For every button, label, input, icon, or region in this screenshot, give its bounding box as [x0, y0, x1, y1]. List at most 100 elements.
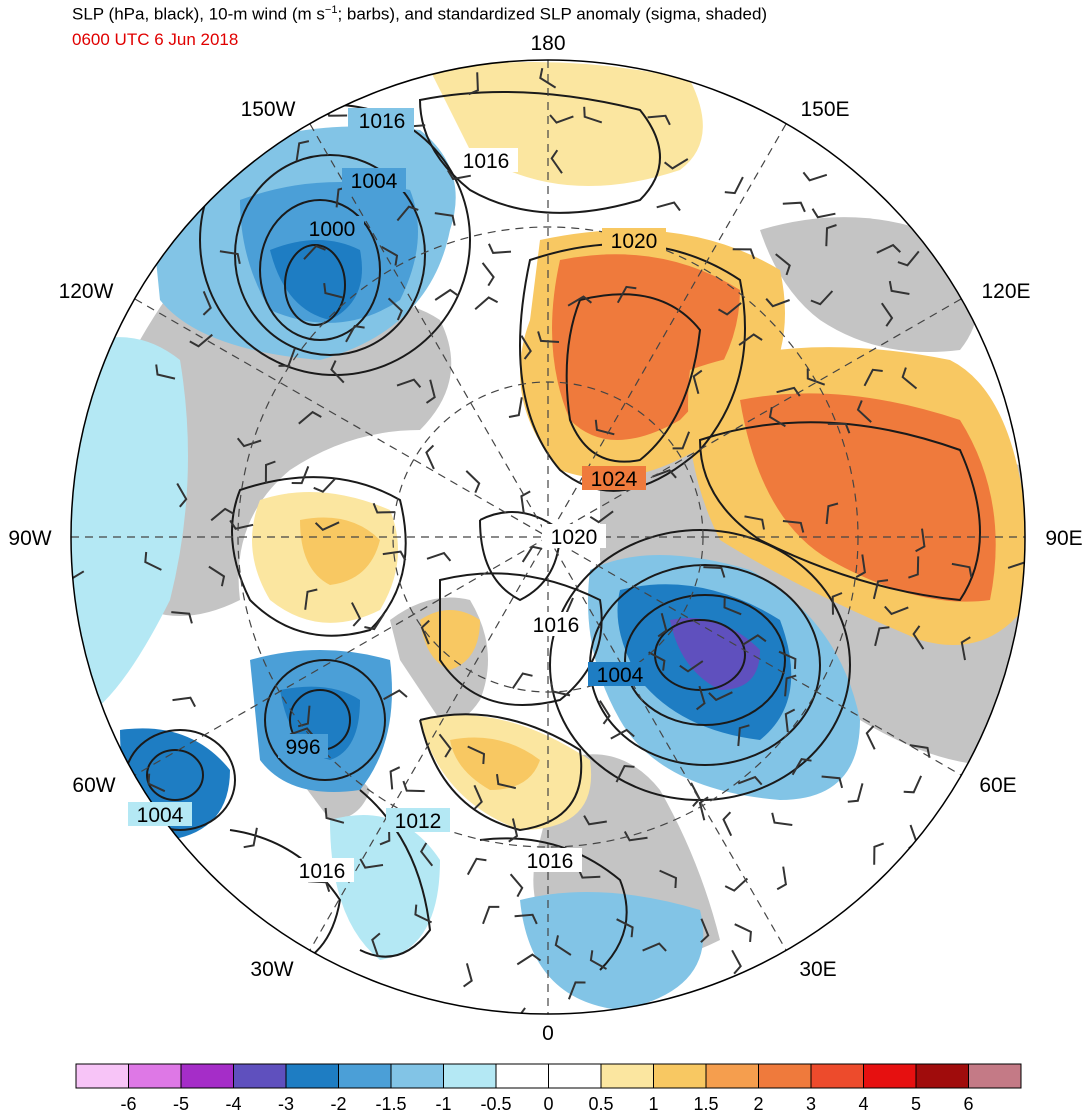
- colorbar-tick-label: 4: [858, 1094, 868, 1112]
- wind-barb: [872, 579, 889, 600]
- wind-barb: [802, 171, 828, 182]
- wind-barb: [827, 422, 851, 434]
- wind-barb: [465, 470, 481, 493]
- wind-barb: [396, 378, 422, 388]
- isobar-kara-4: [549, 529, 851, 801]
- wind-barb: [880, 302, 894, 327]
- colorbar-tick-label: 2: [753, 1094, 763, 1112]
- wind-barb: [487, 243, 512, 254]
- parallel-50n: [237, 226, 859, 848]
- anomaly-greenland-pos: [420, 610, 480, 670]
- wind-barb: [778, 650, 797, 669]
- colorbar-swatch: [180, 1063, 234, 1089]
- wind-barb: [765, 298, 790, 308]
- valid-time-label: 0600 UTC 6 Jun 2018: [72, 30, 239, 49]
- wind-barb: [599, 700, 611, 725]
- isobar-pole-1016: [439, 572, 603, 706]
- wind-barb: [672, 431, 691, 450]
- wind-barb: [1007, 561, 1025, 571]
- isobar-arctic-high-1024: [565, 293, 702, 463]
- wind-barb: [549, 114, 574, 124]
- anomaly-shading: [71, 62, 1025, 1010]
- anomaly-canada-neg: [71, 337, 188, 720]
- isobar-label: 1004: [137, 804, 184, 827]
- colorbar-tick-label: -6: [120, 1094, 136, 1112]
- isobar-label: 1016: [533, 614, 580, 637]
- longitude-labels: 180 150E 120E 90E 60E 30E 0 30W 60W 90W …: [8, 32, 1082, 1045]
- isobar-hudson: [231, 476, 407, 637]
- colorbar-tick-label: -3: [278, 1094, 294, 1112]
- isobar-labels: 1016 1004 1000 1016 1020 1024 1020 1016 …: [128, 108, 666, 883]
- wind-barb: [371, 932, 381, 958]
- wind-barb: [372, 502, 396, 514]
- colorbar-tick-label: 6: [963, 1094, 973, 1112]
- wind-barb: [806, 368, 826, 386]
- wind-barb: [589, 510, 614, 524]
- wind-barb: [208, 565, 226, 587]
- wind-barb: [425, 379, 436, 404]
- wind-barb: [831, 592, 843, 615]
- isobar-label-bg: [524, 612, 588, 636]
- wind-barb: [539, 68, 557, 89]
- wind-barb: [330, 360, 345, 384]
- lon-label-60e: 60E: [979, 774, 1016, 797]
- colorbar-swatch: [443, 1063, 497, 1089]
- wind-barb: [402, 780, 425, 793]
- isobar-label: 1004: [597, 664, 644, 687]
- wind-barb: [951, 562, 973, 578]
- wind-barb: [303, 244, 326, 260]
- wind-barb: [874, 626, 890, 647]
- isobar-label: 1004: [351, 170, 398, 193]
- colorbar-tick-label: 0: [543, 1094, 553, 1112]
- isobar-label-bg: [128, 802, 192, 826]
- colorbar-tick-label: -5: [173, 1094, 189, 1112]
- colorbar-swatch: [758, 1063, 812, 1089]
- colorbar-swatch: [968, 1063, 1022, 1089]
- wind-barb: [908, 556, 920, 579]
- north-america-land: [96, 280, 452, 616]
- wind-barb: [912, 625, 925, 650]
- colorbar-tick-label: 3: [806, 1094, 816, 1112]
- wind-barb: [856, 400, 872, 423]
- isobar-label: 1016: [299, 860, 346, 883]
- parallel-70n: [392, 381, 704, 693]
- colorbar-swatch: [863, 1063, 917, 1089]
- isobar-label-bg: [582, 466, 646, 490]
- wind-barb: [888, 280, 910, 295]
- colorbar-tick-label: 1: [648, 1094, 658, 1112]
- figure-title: SLP (hPa, black), 10-m wind (m s−1; barb…: [72, 4, 768, 24]
- isobar-label: 1016: [527, 850, 574, 873]
- wind-barb: [291, 466, 310, 485]
- wind-barb: [516, 953, 542, 966]
- wind-barb: [509, 873, 524, 898]
- wind-barb: [144, 551, 162, 571]
- wind-barb: [616, 918, 634, 938]
- wind-barb: [345, 325, 365, 343]
- wind-barbs: [71, 68, 1025, 1014]
- isobar-label: 1000: [309, 218, 356, 241]
- wind-barb: [784, 708, 796, 733]
- wind-barb: [909, 744, 931, 758]
- wind-barb: [396, 205, 419, 222]
- wind-barb: [825, 224, 837, 247]
- wind-barb: [737, 775, 763, 786]
- colorbar-tick-label: -4: [225, 1094, 241, 1112]
- wind-barb: [171, 611, 193, 624]
- wind-barb: [810, 290, 834, 306]
- wind-barb: [567, 295, 593, 307]
- wind-barb: [295, 140, 310, 162]
- wind-barb: [550, 149, 563, 174]
- wind-barb: [825, 502, 839, 525]
- wind-barb: [520, 335, 532, 360]
- isobar-aleutian-2: [259, 199, 381, 341]
- wind-barb: [567, 981, 586, 1000]
- wind-barb: [467, 745, 486, 765]
- wind-barb: [768, 407, 786, 428]
- wind-barb: [438, 733, 452, 758]
- lon-label-120e: 120E: [981, 280, 1030, 303]
- isobar-pole-1020: [479, 511, 562, 602]
- isobar-label-bg: [386, 808, 450, 832]
- wind-barb: [482, 905, 500, 925]
- wind-barb: [738, 333, 763, 346]
